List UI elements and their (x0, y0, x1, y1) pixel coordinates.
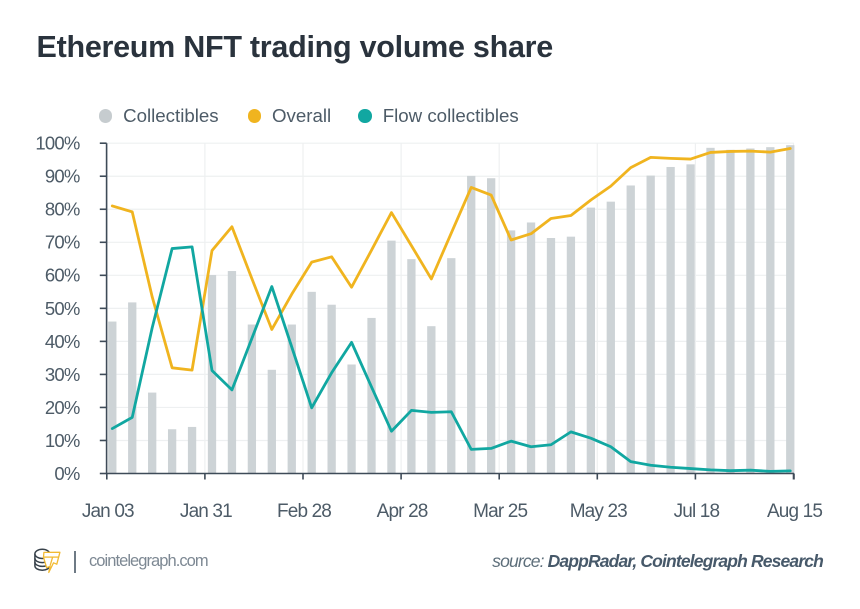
svg-text:Jan 31: Jan 31 (180, 501, 232, 522)
svg-text:0%: 0% (54, 463, 79, 484)
svg-text:Apr 28: Apr 28 (377, 501, 428, 522)
svg-text:Aug 15: Aug 15 (767, 501, 822, 522)
svg-text:80%: 80% (45, 199, 80, 220)
svg-text:20%: 20% (45, 397, 80, 418)
svg-text:Feb 28: Feb 28 (277, 501, 331, 522)
svg-text:Jul 18: Jul 18 (674, 501, 720, 522)
svg-text:Mar 25: Mar 25 (473, 501, 527, 522)
svg-text:10%: 10% (45, 430, 80, 451)
svg-text:60%: 60% (45, 265, 80, 286)
svg-text:70%: 70% (45, 232, 80, 253)
svg-text:30%: 30% (45, 364, 80, 385)
svg-text:May 23: May 23 (570, 501, 627, 522)
svg-text:90%: 90% (45, 166, 80, 187)
svg-text:40%: 40% (45, 331, 80, 352)
svg-text:100%: 100% (35, 133, 79, 154)
svg-text:50%: 50% (45, 298, 80, 319)
svg-text:Jan 03: Jan 03 (82, 501, 134, 522)
